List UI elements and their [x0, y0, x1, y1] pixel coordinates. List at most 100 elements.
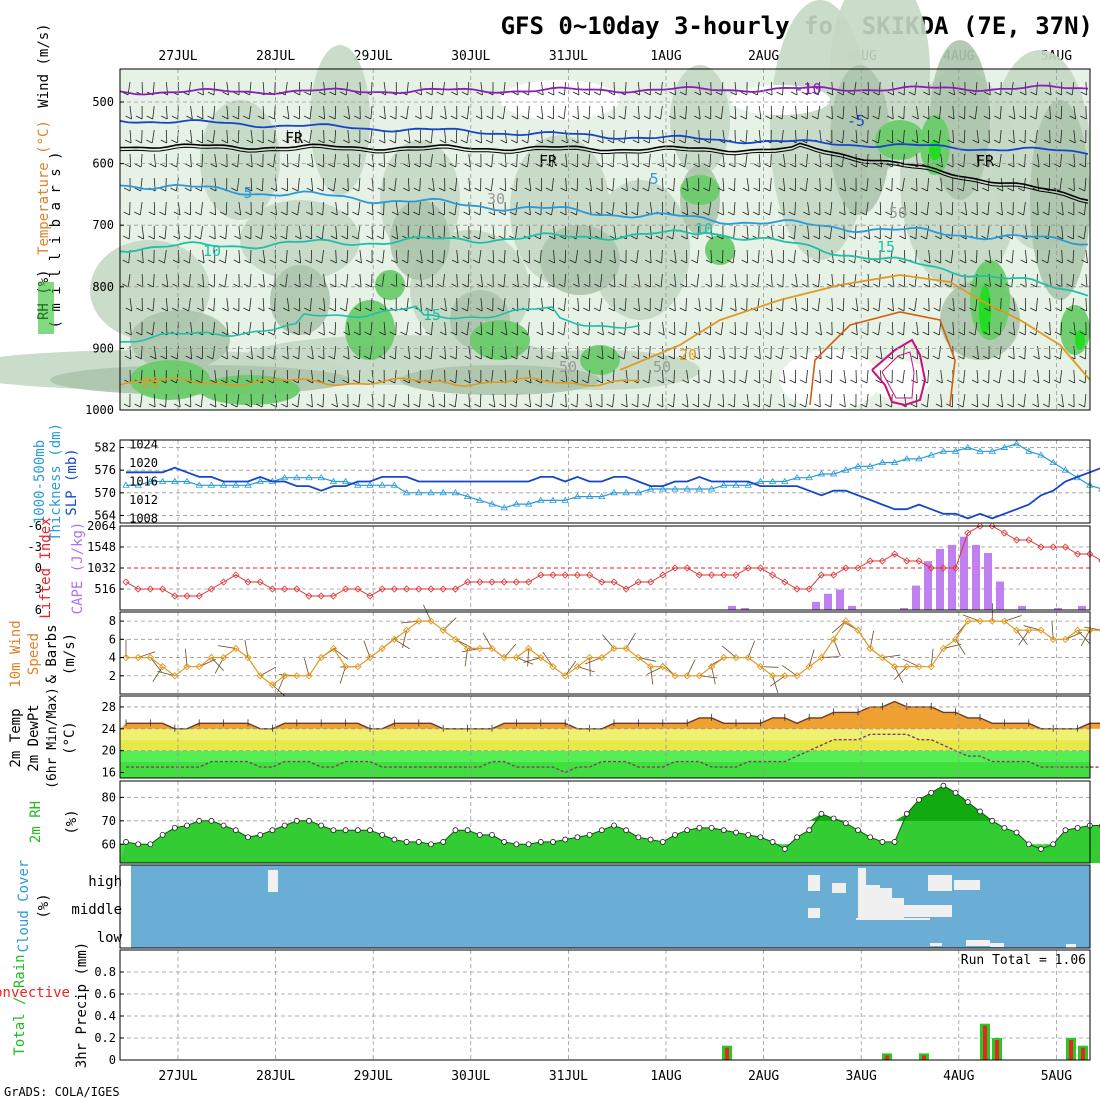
- wind-barb-flag: [208, 235, 216, 240]
- wind-barb-flag: [922, 355, 929, 360]
- wind-barb: [976, 153, 979, 168]
- wind-barb: [334, 105, 337, 120]
- wind-barb: [140, 393, 143, 408]
- wind-barb: [950, 273, 954, 288]
- wind-barb: [309, 321, 312, 336]
- li-point: [268, 585, 276, 593]
- wind-barb: [1012, 225, 1014, 240]
- wind-barb: [552, 345, 554, 360]
- wind-barb: [962, 393, 966, 408]
- wind-barb: [625, 273, 627, 288]
- wind-barb-flag: [935, 211, 942, 216]
- wind-barb: [1037, 393, 1039, 408]
- wind-barb: [807, 249, 809, 264]
- wind-barb: [1000, 393, 1004, 408]
- wind-barb: [455, 369, 458, 384]
- precip-convective-bar: [922, 1055, 926, 1060]
- wind-barb: [783, 369, 786, 384]
- wind-barb: [1024, 153, 1026, 168]
- wind-speed-point: [732, 653, 740, 662]
- wind-barb: [649, 225, 652, 240]
- wind-barb: [975, 249, 978, 264]
- wind-barb-flag: [754, 115, 762, 120]
- precip-convective-bar: [885, 1055, 889, 1060]
- wind-barb-flag: [364, 115, 372, 120]
- wind-barb-flag: [486, 307, 493, 312]
- wind-barb-flag: [1054, 163, 1061, 168]
- wind-barb-flag: [632, 139, 640, 144]
- wind-barb-flag: [123, 403, 131, 408]
- wind-barb: [1073, 369, 1076, 384]
- wind-barb-flag: [885, 187, 893, 192]
- wind-speed-point: [512, 653, 521, 662]
- wind-barb-flag: [340, 259, 348, 264]
- wind-barb-flag: [715, 283, 723, 288]
- wind-barb-flag: [364, 139, 371, 144]
- wind-barb-flag: [581, 379, 589, 384]
- wind-barb: [395, 129, 397, 144]
- bottom-date-label: 31JUL: [549, 1069, 588, 1084]
- wind-barb-flag: [983, 139, 990, 144]
- rh-point: [696, 824, 703, 831]
- wind-barb-flag: [849, 187, 857, 192]
- wind-barb: [625, 153, 629, 168]
- wind-barb: [201, 153, 203, 168]
- wind-barb: [407, 369, 410, 384]
- wind-barb: [720, 105, 724, 120]
- wind-barb: [999, 129, 1002, 144]
- wind-barb-flag: [400, 115, 407, 120]
- wind-barb-flag: [788, 235, 795, 240]
- wind-barb: [1077, 629, 1090, 644]
- wind-barb: [1025, 249, 1028, 264]
- wind-barb-flag: [959, 259, 967, 264]
- wind-barb-flag: [971, 211, 978, 216]
- rh-point: [574, 834, 581, 841]
- rh-point: [879, 839, 886, 845]
- wind-barb-flag: [824, 187, 832, 192]
- wind-speed-point: [939, 644, 948, 653]
- wind-barb-flag: [995, 259, 1002, 264]
- rh-point: [635, 834, 642, 841]
- wind-barb: [867, 225, 871, 240]
- wind-barb: [468, 177, 471, 192]
- thickness-point: [158, 477, 167, 484]
- wind-barb: [358, 177, 361, 192]
- wind-barb-flag: [921, 187, 928, 192]
- wind-speed-point: [854, 626, 862, 634]
- wind-barb-flag: [1005, 259, 1013, 264]
- rh-shade-70: [830, 65, 890, 215]
- wind-barb-flag: [1068, 163, 1075, 168]
- tick-label: 570: [94, 486, 116, 500]
- wind-speed-point: [793, 672, 801, 680]
- tick-label: 500: [92, 95, 114, 109]
- thickness-point: [744, 481, 752, 488]
- cloud-cell: [892, 898, 904, 918]
- wind-barb-flag: [851, 307, 858, 312]
- li-point: [220, 578, 228, 586]
- wind-barb-flag: [282, 307, 290, 312]
- wind-barb-flag: [243, 115, 250, 120]
- wind-barb: [660, 81, 663, 96]
- wind-barb-flag: [280, 211, 288, 216]
- thickness-point: [341, 477, 350, 484]
- wind-barb-flag: [355, 259, 362, 264]
- wind-barb-flag: [135, 331, 143, 336]
- wind-barb: [444, 297, 447, 312]
- wind-barb: [734, 273, 737, 288]
- rh-point: [684, 827, 691, 834]
- wind-barb: [855, 129, 858, 144]
- wind-barb: [928, 249, 931, 264]
- wind-barb: [323, 297, 326, 312]
- wind-barb-flag: [848, 259, 855, 264]
- wind-barb: [648, 153, 651, 168]
- wind-speed-point: [817, 653, 826, 662]
- wind-barb: [127, 273, 131, 288]
- wind-barb-flag: [353, 139, 361, 144]
- wind-barb: [311, 177, 314, 192]
- wind-barb-flag: [340, 91, 347, 96]
- wind-barb-flag: [1067, 403, 1075, 408]
- thickness-point: [842, 466, 850, 473]
- wind-barb-flag: [511, 115, 518, 120]
- wind-barb-flag: [911, 355, 918, 360]
- li-point: [695, 571, 703, 579]
